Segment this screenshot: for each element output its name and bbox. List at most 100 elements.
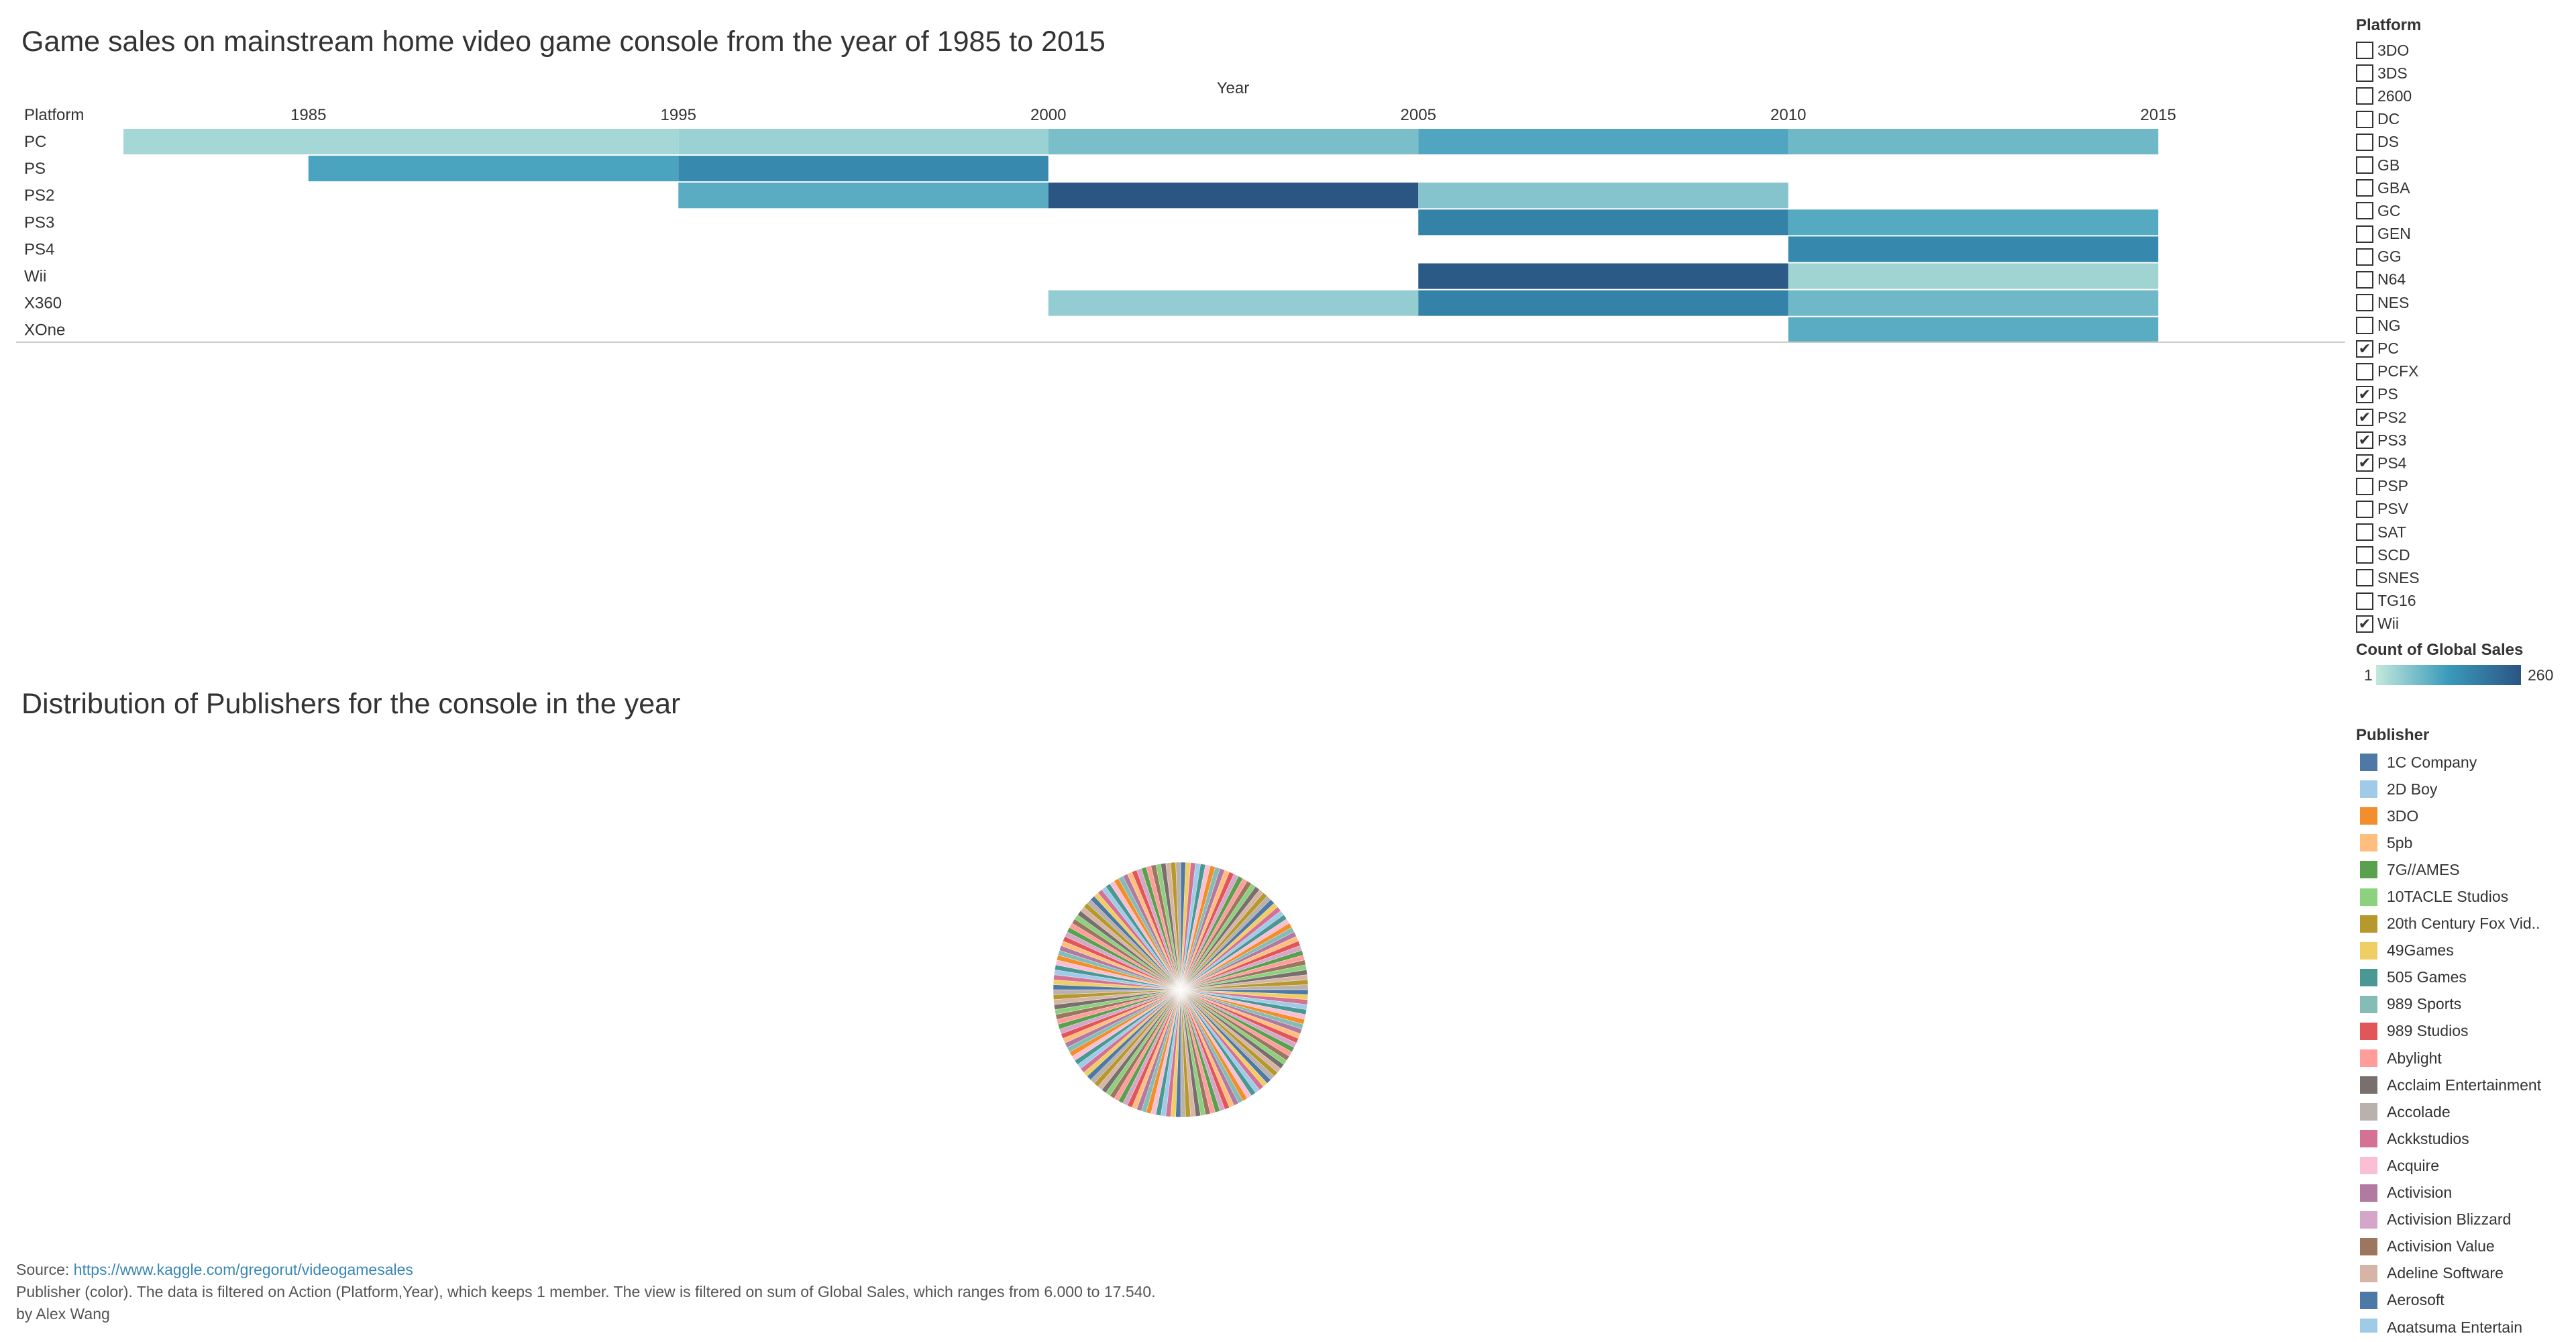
checkbox-checked-icon[interactable]: ✔	[2356, 615, 2373, 633]
source-link[interactable]: https://www.kaggle.com/gregorut/videogam…	[73, 1261, 413, 1278]
platform-filter-item-psv[interactable]: PSV	[2356, 498, 2557, 521]
pie-slice[interactable]	[1175, 862, 1181, 990]
heat-cell-ps-1995[interactable]	[308, 156, 679, 182]
checkbox-checked-icon[interactable]: ✔	[2356, 385, 2373, 403]
publisher-legend-item[interactable]: Ackkstudios	[2356, 1125, 2576, 1152]
publisher-legend-item[interactable]: 5pb	[2356, 829, 2576, 856]
publisher-legend-item[interactable]: Abylight	[2356, 1045, 2576, 1072]
heat-cell-x360-2010[interactable]	[1418, 290, 1788, 316]
checkbox-icon[interactable]	[2356, 64, 2373, 83]
heat-cell-ps2-2000[interactable]	[678, 183, 1049, 209]
platform-filter-item-ds[interactable]: DS	[2356, 131, 2557, 154]
publisher-legend-item[interactable]: Agatsuma Entertain	[2356, 1314, 2576, 1333]
checkbox-checked-icon[interactable]: ✔	[2356, 340, 2373, 358]
publisher-legend-item[interactable]: 2D Boy	[2356, 776, 2576, 803]
platform-filter-item-gba[interactable]: GBA	[2356, 176, 2557, 199]
platform-filter-item-nes[interactable]: NES	[2356, 291, 2557, 314]
checkbox-icon[interactable]	[2356, 202, 2373, 220]
platform-filter-item-ps4[interactable]: ✔ PS4	[2356, 452, 2557, 474]
publisher-legend-item[interactable]: 1C Company	[2356, 749, 2576, 776]
platform-filter-item-ps2[interactable]: ✔ PS2	[2356, 406, 2557, 429]
checkbox-icon[interactable]	[2356, 225, 2373, 243]
checkbox-icon[interactable]	[2356, 546, 2373, 564]
heat-cell-ps2-2010[interactable]	[1418, 183, 1788, 209]
publisher-legend-item[interactable]: Acquire	[2356, 1152, 2576, 1179]
checkbox-icon[interactable]	[2356, 477, 2373, 495]
publisher-legend-item[interactable]: Aerosoft	[2356, 1287, 2576, 1314]
checkbox-checked-icon[interactable]: ✔	[2356, 454, 2373, 472]
publisher-legend-item[interactable]: 10TACLE Studios	[2356, 883, 2576, 910]
publisher-legend-item[interactable]: 989 Sports	[2356, 991, 2576, 1018]
platform-filter-item-snes[interactable]: SNES	[2356, 566, 2557, 589]
heat-cell-x360-2005[interactable]	[1048, 290, 1419, 316]
platform-filter-item-pc[interactable]: ✔ PC	[2356, 337, 2557, 360]
checkbox-checked-icon[interactable]: ✔	[2356, 409, 2373, 427]
platform-filter-item-dc[interactable]: DC	[2356, 108, 2557, 131]
platform-filter-list[interactable]: 3DO 3DS 2600 DC DS GB GBA GC GEN GG N64 NES NG ✔ PC PCF…	[2356, 39, 2557, 635]
heat-cell-ps3-2015[interactable]	[1788, 209, 2159, 236]
platform-filter-item-wii[interactable]: ✔ Wii	[2356, 613, 2557, 635]
platform-filter-item-pcfx[interactable]: PCFX	[2356, 360, 2557, 383]
checkbox-icon[interactable]	[2356, 500, 2373, 518]
checkbox-icon[interactable]	[2356, 179, 2373, 197]
publisher-legend-item[interactable]: 49Games	[2356, 937, 2576, 964]
platform-filter-item-scd[interactable]: SCD	[2356, 544, 2557, 566]
checkbox-icon[interactable]	[2356, 156, 2373, 174]
checkbox-icon[interactable]	[2356, 569, 2373, 587]
platform-filter-item-psp[interactable]: PSP	[2356, 475, 2557, 498]
publisher-legend-item[interactable]: Accolade	[2356, 1098, 2576, 1125]
platform-filter-item-ps3[interactable]: ✔ PS3	[2356, 429, 2557, 452]
checkbox-checked-icon[interactable]: ✔	[2356, 431, 2373, 450]
platform-filter-item-gb[interactable]: GB	[2356, 154, 2557, 176]
heat-cell-wii-2015[interactable]	[1788, 263, 2159, 289]
publisher-legend-item[interactable]: 989 Studios	[2356, 1018, 2576, 1045]
heat-cell-ps3-2010[interactable]	[1418, 209, 1788, 236]
platform-filter-item-3ds[interactable]: 3DS	[2356, 62, 2557, 85]
checkbox-icon[interactable]	[2356, 248, 2373, 266]
heat-cell-pc-2015[interactable]	[1788, 129, 2159, 155]
heat-cell-pc-2005[interactable]	[1048, 129, 1419, 155]
platform-filter-item-n64[interactable]: N64	[2356, 268, 2557, 291]
platform-filter-item-sat[interactable]: SAT	[2356, 521, 2557, 544]
platform-filter-item-gen[interactable]: GEN	[2356, 223, 2557, 246]
publisher-color-swatch	[2360, 888, 2377, 906]
platform-filter-item-ps[interactable]: ✔ PS	[2356, 383, 2557, 406]
heatmap-chart[interactable]: Year Platform 1985 1995 2000 2005 2010 2015 P…	[0, 67, 2361, 349]
publisher-pie-chart[interactable]	[1046, 856, 1315, 1124]
heat-cell-ps2-2005[interactable]	[1048, 183, 1419, 209]
publisher-legend-item[interactable]: 20th Century Fox Vid..	[2356, 911, 2576, 937]
checkbox-icon[interactable]	[2356, 87, 2373, 105]
heat-cell-pc-2000[interactable]	[678, 129, 1049, 155]
publisher-legend-item[interactable]: Activision Blizzard	[2356, 1206, 2576, 1233]
publisher-legend-item[interactable]: 505 Games	[2356, 964, 2576, 991]
heat-cell-pc-2010[interactable]	[1418, 129, 1788, 155]
platform-filter-item-2600[interactable]: 2600	[2356, 85, 2557, 107]
publisher-legend-item[interactable]: 7G//AMES	[2356, 856, 2576, 883]
publisher-legend-list[interactable]: 1C Company 2D Boy 3DO 5pb 7G//AMES 10TACLE St…	[2356, 749, 2576, 1333]
heat-cell-x360-2015[interactable]	[1788, 290, 2159, 316]
publisher-legend-item[interactable]: 3DO	[2356, 803, 2576, 829]
heat-cell-wii-2010[interactable]	[1418, 263, 1788, 289]
platform-filter-item-3do[interactable]: 3DO	[2356, 39, 2557, 62]
checkbox-icon[interactable]	[2356, 523, 2373, 541]
heat-cell-ps4-2015[interactable]	[1788, 236, 2159, 262]
platform-filter-item-gc[interactable]: GC	[2356, 199, 2557, 222]
heat-cell-pc-1985[interactable]	[123, 129, 679, 155]
checkbox-icon[interactable]	[2356, 317, 2373, 335]
platform-filter-item-gg[interactable]: GG	[2356, 246, 2557, 268]
publisher-legend-item[interactable]: Activision	[2356, 1180, 2576, 1206]
publisher-legend-item[interactable]: Acclaim Entertainment	[2356, 1072, 2576, 1098]
platform-filter-item-tg16[interactable]: TG16	[2356, 590, 2557, 613]
publisher-legend-item[interactable]: Adeline Software	[2356, 1260, 2576, 1287]
checkbox-icon[interactable]	[2356, 592, 2373, 610]
heat-cell-ps-2000[interactable]	[678, 156, 1049, 182]
checkbox-icon[interactable]	[2356, 270, 2373, 289]
checkbox-icon[interactable]	[2356, 133, 2373, 151]
checkbox-icon[interactable]	[2356, 362, 2373, 380]
platform-filter-item-ng[interactable]: NG	[2356, 314, 2557, 337]
checkbox-icon[interactable]	[2356, 294, 2373, 312]
checkbox-icon[interactable]	[2356, 110, 2373, 128]
heat-cell-xone-2015[interactable]	[1788, 317, 2159, 343]
publisher-legend-item[interactable]: Activision Value	[2356, 1233, 2576, 1260]
checkbox-icon[interactable]	[2356, 42, 2373, 60]
